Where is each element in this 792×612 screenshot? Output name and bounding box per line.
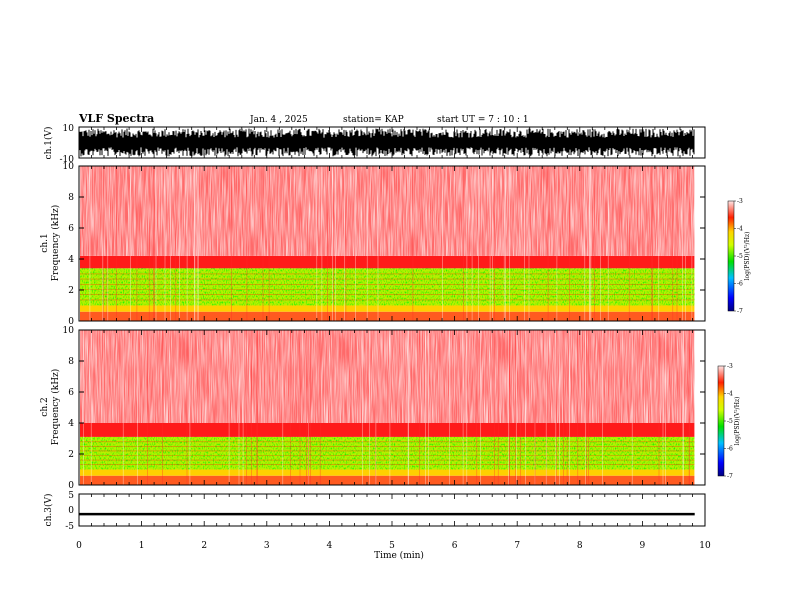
- colorbar-tick-label: -3: [727, 363, 733, 370]
- xtick-label: 2: [201, 541, 207, 551]
- start-time-label: start UT = 7 : 10 : 1: [437, 115, 529, 125]
- station-label: station= KAP: [343, 115, 404, 125]
- ytick-label: 0: [68, 317, 74, 327]
- colorbar-tick-label: -5: [727, 418, 733, 425]
- ytick-label: 10: [63, 326, 75, 336]
- colorbar-tick-label: -6: [737, 281, 743, 288]
- ch1-waveform-panel: 10 -10 ch.1(V): [43, 124, 706, 165]
- ytick-label: 0: [68, 481, 74, 491]
- spectrogram-grain: [80, 330, 695, 423]
- ch3-ytick-mid: 0: [68, 506, 74, 516]
- colorbar-tick-label: -6: [727, 446, 733, 453]
- xtick-label: 3: [264, 541, 270, 551]
- spectrogram-band: [80, 305, 695, 312]
- xtick-label: 4: [327, 541, 333, 551]
- ch2-spectrogram-channel-label: ch.2: [40, 397, 50, 416]
- spectrogram-green-speckle: [80, 436, 695, 470]
- ytick-label: 4: [68, 255, 74, 265]
- time-axis-tick-labels: 0 1 2 3 4 5 6 7 8 9 10: [76, 541, 711, 551]
- ch1-colorbar-label: log(PSD)(V²/Hz): [744, 232, 751, 281]
- ch2-spectrogram-image: [80, 330, 695, 485]
- figure-title: VLF Spectra: [78, 112, 154, 125]
- ytick-label: 6: [68, 388, 74, 398]
- spectrogram-grain: [80, 166, 695, 256]
- colorbar-tick-label: -7: [737, 308, 743, 315]
- ch2-colorbar: [717, 365, 725, 477]
- xtick-label: 1: [139, 541, 145, 551]
- ytick-label: 8: [68, 193, 74, 203]
- ch3-waveform-ylabel: ch.3(V): [43, 494, 54, 527]
- ch3-ytick-top: 5: [68, 491, 74, 501]
- xtick-label: 0: [76, 541, 82, 551]
- xtick-label: 8: [577, 541, 583, 551]
- ytick-label: 6: [68, 224, 74, 234]
- xtick-label: 6: [452, 541, 458, 551]
- ch2-colorbar-label: log(PSD)(V²/Hz): [734, 397, 741, 446]
- spectrogram-green-speckle: [80, 268, 695, 306]
- spectrogram-band: [80, 311, 695, 321]
- xtick-label: 5: [389, 541, 395, 551]
- ch1-spectrogram-channel-label: ch.1: [40, 233, 50, 252]
- ch3-ytick-bottom: -5: [65, 522, 74, 532]
- ch3-waveform-panel: 5 0 -5 ch.3(V): [43, 491, 706, 532]
- colorbar-tick-label: -4: [727, 391, 733, 398]
- spectrogram-band: [80, 475, 695, 485]
- colorbar-tick-label: -7: [727, 473, 733, 480]
- spectrogram-band: [80, 423, 695, 437]
- ch3-waveform-trace: [79, 512, 695, 516]
- spectrogram-band: [80, 469, 695, 476]
- colorbar-tick-label: -3: [737, 198, 743, 205]
- ch1-colorbar: [727, 200, 735, 312]
- ytick-label: 2: [68, 286, 74, 296]
- ch1-waveform-ylabel: ch.1(V): [43, 127, 54, 160]
- ch1-waveform-trace: [79, 128, 695, 157]
- time-axis-ticks: [78, 127, 706, 526]
- ch2-spectrogram-ylabel: Frequency (kHz): [50, 369, 61, 446]
- xtick-label: 9: [640, 541, 646, 551]
- ytick-label: 10: [63, 162, 75, 172]
- xtick-label: 10: [699, 541, 711, 551]
- ytick-label: 4: [68, 419, 74, 429]
- ytick-label: 2: [68, 450, 74, 460]
- colorbar-tick-label: -5: [737, 253, 743, 260]
- ch1-ytick-top: 10: [63, 124, 75, 134]
- colorbar-tick-label: -4: [737, 226, 743, 233]
- ch1-spectrogram-image: [80, 166, 695, 321]
- ytick-label: 8: [68, 357, 74, 367]
- spectrogram-band: [80, 255, 695, 269]
- xtick-label: 7: [514, 541, 520, 551]
- time-axis-label: Time (min): [374, 550, 424, 561]
- date-label: Jan. 4 , 2025: [249, 115, 308, 125]
- ch1-spectrogram-ylabel: Frequency (kHz): [50, 205, 61, 282]
- ch1-ytick-bottom: -10: [60, 155, 75, 165]
